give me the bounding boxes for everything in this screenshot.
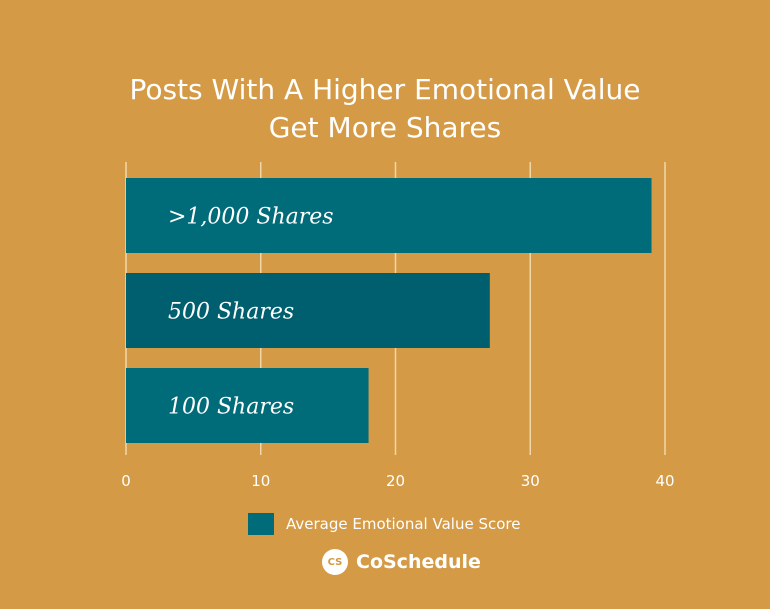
legend-swatch [248, 513, 274, 535]
chart-title-line-1: Posts With A Higher Emotional Value [129, 72, 641, 106]
bar-label-0: >1,000 Shares [168, 205, 334, 230]
bar-1 [126, 273, 490, 348]
bar-label-2: 100 Shares [168, 395, 294, 420]
legend-label: Average Emotional Value Score [286, 515, 521, 533]
brand-name: CoSchedule [356, 551, 481, 573]
x-tick-label: 40 [655, 472, 674, 490]
chart-title: Posts With A Higher Emotional Value Get … [0, 71, 770, 147]
bar-label-1: 500 Shares [168, 300, 294, 325]
legend: Average Emotional Value Score [248, 512, 520, 536]
bar-0 [126, 178, 652, 253]
x-tick-label: 30 [521, 472, 540, 490]
bars: >1,000 Shares 500 Shares 100 Shares [126, 178, 652, 443]
brand: CS CoSchedule [322, 548, 481, 576]
bar-2 [126, 368, 369, 443]
x-tick-label: 0 [121, 472, 131, 490]
x-tick-label: 10 [251, 472, 270, 490]
x-tick-label: 20 [386, 472, 405, 490]
chart-title-line-2: Get More Shares [268, 110, 502, 144]
x-axis-ticks: 0 10 20 30 40 [121, 472, 674, 490]
coschedule-logo-icon: CS [322, 549, 348, 575]
